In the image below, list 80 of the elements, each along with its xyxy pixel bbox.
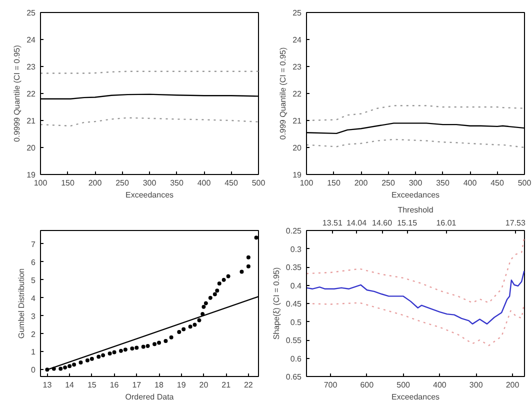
x2-tick-label: 14.60 bbox=[372, 218, 393, 228]
y-tick-label: 0.35 bbox=[286, 263, 302, 272]
y-axis-title: Shape(ξ) (CI = 0.95) bbox=[272, 267, 281, 340]
y-tick-label: 0.65 bbox=[286, 372, 302, 382]
x-tick-label: 400 bbox=[197, 178, 212, 188]
x-tick-label: 22 bbox=[244, 380, 254, 390]
y-axis-title: 0.999 Quantile (CI = 0.95) bbox=[278, 47, 288, 140]
y-tick-label: 4 bbox=[31, 294, 36, 303]
y-tick-label: 19 bbox=[26, 170, 36, 180]
x-tick-label: 15 bbox=[87, 380, 97, 390]
x2-tick-label: 17.53 bbox=[505, 218, 526, 228]
x-tick-label: 700 bbox=[324, 380, 338, 390]
y-tick-label: 7 bbox=[31, 240, 36, 249]
y-tick-label: 0 bbox=[31, 366, 36, 375]
x-tick-label: 100 bbox=[300, 178, 314, 188]
x-tick-label: 16 bbox=[110, 380, 120, 390]
y-tick-label: 0.6 bbox=[290, 354, 302, 364]
x-tick-label: 200 bbox=[88, 178, 102, 188]
x-tick-label: 200 bbox=[354, 178, 368, 188]
y-tick-label: 19 bbox=[292, 170, 302, 180]
x-tick-label: 21 bbox=[222, 380, 232, 390]
y-tick-label: 22 bbox=[292, 90, 302, 98]
x-tick-label: 250 bbox=[116, 178, 130, 188]
y-axis-title: 0.9999 Quantile (CI = 0.95) bbox=[12, 44, 22, 142]
x-tick-label: 300 bbox=[469, 380, 484, 390]
y-tick-label: 2 bbox=[31, 330, 36, 339]
x2-tick-label: 14.04 bbox=[346, 218, 368, 228]
y-tick-label: 25 bbox=[26, 8, 36, 18]
x-tick-label: 300 bbox=[408, 178, 423, 188]
y-tick-label: 22 bbox=[26, 90, 36, 98]
x-tick-label: 19 bbox=[176, 380, 186, 390]
x2-tick-label: 15.15 bbox=[397, 218, 418, 228]
y-tick-label: 0.4 bbox=[290, 281, 302, 290]
x-tick-label: 17 bbox=[132, 380, 142, 390]
x-tick-label: 600 bbox=[360, 380, 374, 390]
x-tick-label: 150 bbox=[327, 178, 341, 188]
y-tick-label: 24 bbox=[26, 36, 36, 44]
x-tick-label: 450 bbox=[224, 178, 238, 188]
y-tick-label: 0.25 bbox=[286, 226, 302, 236]
y-tick-label: 23 bbox=[292, 62, 302, 72]
y-tick-label: 21 bbox=[26, 116, 36, 126]
y-tick-label: 0.5 bbox=[290, 318, 302, 327]
x2-tick-label: 13.51 bbox=[322, 218, 343, 228]
x-tick-label: 18 bbox=[154, 380, 164, 390]
x-tick-label: 500 bbox=[518, 178, 532, 188]
y-tick-label: 25 bbox=[292, 8, 302, 18]
y-tick-label: 0.3 bbox=[290, 244, 302, 254]
x-tick-label: 450 bbox=[490, 178, 504, 188]
x-axis-title: Exceedances bbox=[391, 190, 440, 200]
x-tick-label: 150 bbox=[61, 178, 75, 188]
y-axis-title: Gumbel Distribution bbox=[17, 268, 26, 339]
x-tick-label: 300 bbox=[142, 178, 157, 188]
x-axis-title: Exceedances bbox=[125, 190, 174, 200]
x-tick-label: 20 bbox=[199, 380, 209, 390]
y-tick-label: 1 bbox=[31, 348, 36, 357]
y-tick-label: 0.55 bbox=[286, 336, 302, 345]
y-tick-label: 20 bbox=[26, 144, 36, 152]
y-tick-label: 21 bbox=[292, 116, 302, 126]
x-tick-label: 350 bbox=[170, 178, 184, 188]
x2-axis-title: Threshold bbox=[398, 206, 434, 214]
x-axis-title: Ordered Data bbox=[125, 392, 174, 402]
y-tick-label: 0.45 bbox=[286, 300, 302, 308]
y-tick-label: 20 bbox=[292, 144, 302, 152]
x-tick-label: 400 bbox=[433, 380, 447, 390]
y-tick-label: 5 bbox=[31, 276, 36, 285]
x-tick-label: 13 bbox=[42, 380, 52, 390]
y-tick-label: 24 bbox=[292, 36, 302, 44]
x-tick-label: 200 bbox=[506, 380, 520, 390]
x-tick-label: 500 bbox=[252, 178, 266, 188]
x-tick-label: 250 bbox=[382, 178, 396, 188]
x-tick-label: 400 bbox=[463, 178, 478, 188]
x-tick-label: 14 bbox=[65, 380, 75, 390]
x-tick-label: 500 bbox=[396, 380, 411, 390]
x2-tick-label: 16.01 bbox=[436, 218, 457, 228]
y-tick-label: 23 bbox=[26, 62, 36, 72]
x-tick-label: 350 bbox=[436, 178, 450, 188]
y-tick-label: 6 bbox=[31, 258, 36, 267]
y-tick-label: 3 bbox=[31, 312, 36, 321]
x-axis-title: Exceedances bbox=[391, 392, 440, 402]
x-tick-label: 100 bbox=[34, 178, 48, 188]
